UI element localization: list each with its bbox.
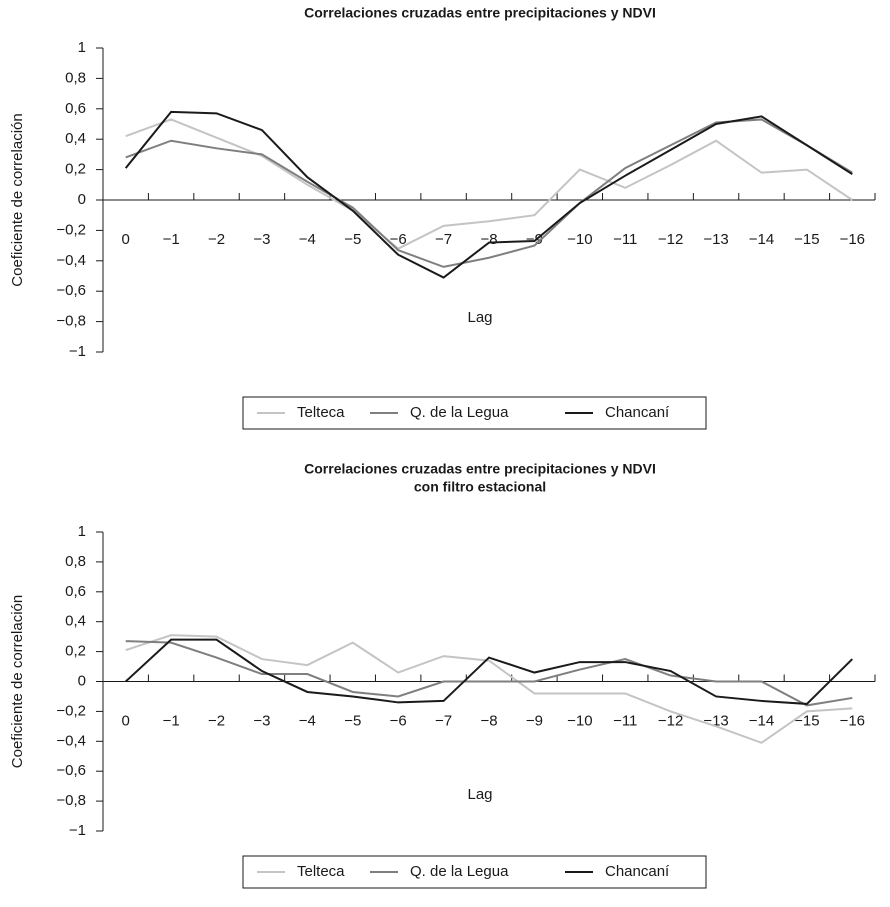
y-tick-label: 0,4 — [65, 613, 86, 630]
y-tick-label: 0,2 — [65, 161, 86, 178]
y-axis-label: Coeficiente de correlación — [9, 595, 26, 768]
y-tick-label: 1 — [78, 39, 86, 56]
y-tick-label: 0,6 — [65, 583, 86, 600]
x-tick-label: −1 — [163, 231, 180, 248]
y-tick-label: −1 — [69, 822, 86, 839]
x-tick-label: −8 — [480, 712, 497, 729]
x-tick-label: −12 — [658, 231, 683, 248]
y-tick-label: 0,8 — [65, 69, 86, 86]
y-tick-label: 0 — [78, 191, 86, 208]
x-tick-label: −11 — [613, 712, 637, 729]
x-tick-label: −1 — [163, 712, 180, 729]
x-tick-label: −15 — [794, 712, 819, 729]
series-line — [125, 634, 853, 744]
y-tick-label: −0,8 — [56, 792, 86, 809]
x-tick-label: −10 — [567, 712, 592, 729]
y-tick-label: 0,8 — [65, 553, 86, 570]
series-line — [125, 640, 853, 707]
y-tick-label: −1 — [69, 343, 86, 360]
x-tick-label: −13 — [703, 231, 728, 248]
x-tick-label: −8 — [480, 231, 497, 248]
x-tick-label: −5 — [344, 712, 361, 729]
x-tick-label: −9 — [526, 231, 543, 248]
x-tick-label: −7 — [435, 712, 452, 729]
chart-subtitle: con filtro estacional — [414, 479, 546, 495]
series-line — [124, 110, 853, 279]
series-line — [125, 118, 853, 250]
x-tick-label: −11 — [613, 231, 637, 248]
x-tick-label: −12 — [658, 712, 683, 729]
legend-label: Q. de la Legua — [410, 404, 509, 421]
chart-title: Correlaciones cruzadas entre precipitaci… — [304, 5, 656, 21]
legend-box — [242, 396, 707, 430]
chart-title: Correlaciones cruzadas entre precipitaci… — [304, 461, 656, 477]
y-tick-label: 0,2 — [65, 643, 86, 660]
y-tick-label: 0,4 — [65, 130, 86, 147]
legend-box — [242, 855, 707, 889]
legend-label: Chancaní — [605, 863, 670, 880]
x-tick-label: −6 — [390, 231, 407, 248]
x-tick-label: −10 — [567, 231, 592, 248]
x-tick-label: −4 — [299, 231, 316, 248]
x-tick-label: −3 — [253, 712, 270, 729]
x-tick-label: −9 — [526, 712, 543, 729]
y-axis-label: Coeficiente de correlación — [9, 113, 26, 286]
y-tick-label: −0,4 — [56, 252, 86, 269]
y-tick-label: −0,6 — [56, 282, 86, 299]
x-tick-label: 0 — [122, 712, 130, 729]
x-tick-label: −16 — [840, 231, 865, 248]
legend-label: Q. de la Legua — [410, 863, 509, 880]
legend-label: Chancaní — [605, 404, 670, 421]
y-tick-label: −0,4 — [56, 732, 86, 749]
x-tick-label: −14 — [749, 712, 774, 729]
y-tick-label: 0 — [78, 672, 86, 689]
x-axis-label: Lag — [467, 786, 492, 803]
y-tick-label: −0,8 — [56, 313, 86, 330]
y-tick-label: 0,6 — [65, 100, 86, 117]
x-tick-label: −15 — [794, 231, 819, 248]
x-tick-label: −4 — [299, 712, 316, 729]
x-tick-label: −7 — [435, 231, 452, 248]
x-tick-label: −16 — [840, 712, 865, 729]
series-line — [125, 638, 853, 705]
legend-label: Telteca — [297, 863, 345, 880]
x-tick-label: −3 — [253, 231, 270, 248]
x-tick-label: −6 — [390, 712, 407, 729]
x-tick-label: 0 — [122, 231, 130, 248]
x-axis-label: Lag — [467, 309, 492, 326]
legend-label: Telteca — [297, 404, 345, 421]
y-tick-label: −0,6 — [56, 762, 86, 779]
x-tick-label: −5 — [344, 231, 361, 248]
y-tick-label: −0,2 — [56, 702, 86, 719]
x-tick-label: −2 — [208, 231, 225, 248]
y-tick-label: 1 — [78, 523, 86, 540]
x-tick-label: −14 — [749, 231, 774, 248]
y-tick-label: −0,2 — [56, 221, 86, 238]
x-tick-label: −2 — [208, 712, 225, 729]
